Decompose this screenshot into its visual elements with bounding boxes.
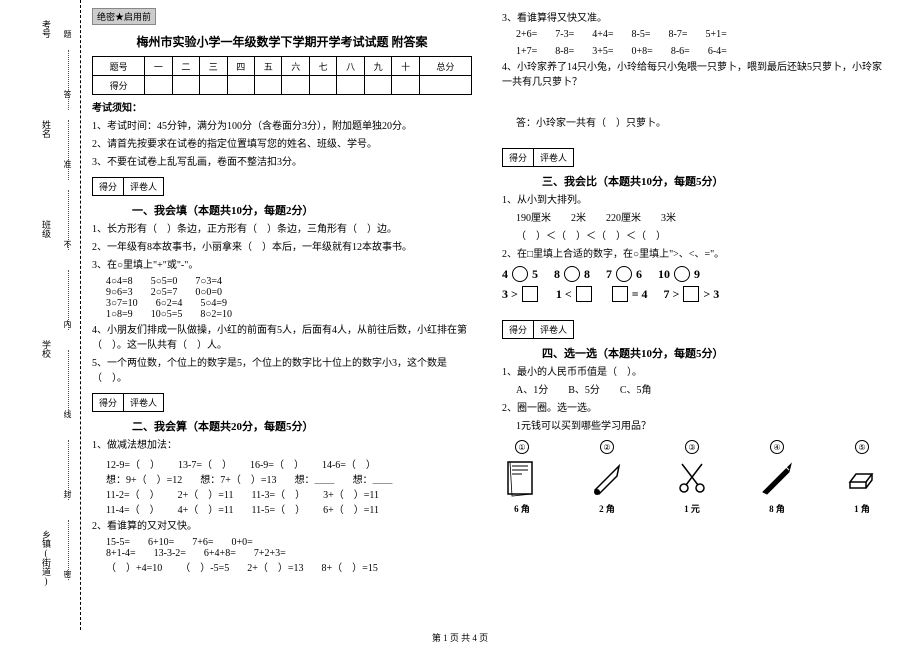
r-q4: 4、小玲家养了14只小兔，小玲给每只小兔喂一只萝卜，喂到最后还缺5只萝卜，小玲家… [502, 60, 882, 90]
supply-notebook: ① 6 角 [502, 440, 542, 515]
right-column: 3、看谁算得又快又准。 2+6=7-3=4+4=8-5=8-7=5+1= 1+7… [502, 8, 882, 574]
pen-icon [757, 458, 797, 498]
page-footer: 第 1 页 共 4 页 [0, 631, 920, 644]
s4-q1: 1、最小的人民币币值是（ ）。 [502, 365, 882, 380]
sec1-q1: 1、长方形有（ ）条边，正方形有（ ）条边，三角形有（ ）边。 [92, 222, 472, 237]
sec2-q1: 1、做减法想加法： [92, 438, 472, 453]
supply-pen: ④ 8 角 [757, 440, 797, 515]
sec4-title: 四、选一选（本题共10分，每题5分） [542, 345, 882, 361]
s3-q1: 1、从小到大排列。 [502, 193, 882, 208]
side-exam-no: 考号 [40, 20, 53, 38]
supply-eraser: ⑤ 1 角 [842, 440, 882, 515]
sec1-q2: 2、一年级有8本故事书，小丽拿来（ ）本后，一年级就有12本故事书。 [92, 240, 472, 255]
exam-title: 梅州市实验小学一年级数学下学期开学考试试题 附答案 [92, 33, 472, 50]
notice-1: 1、考试时间：45分钟，满分为100分（含卷面分3分），附加题单独20分。 [92, 119, 472, 134]
left-column: 绝密★启用前 梅州市实验小学一年级数学下学期开学考试试题 附答案 题号 一 二 … [92, 8, 472, 574]
secret-label: 绝密★启用前 [92, 8, 156, 25]
supply-scissors: ③ 1 元 [672, 440, 712, 515]
s3-q2: 2、在□里填上合适的数字，在○里填上">、<、="。 [502, 247, 882, 262]
notice-heading: 考试须知： [92, 101, 472, 116]
sec2-title: 二、我会算（本题共20分，每题5分） [132, 418, 472, 434]
side-town: 乡镇(街道) [40, 530, 53, 586]
sec1-q4: 4、小朋友们排成一队做操，小红的前面有5人，后面有4人，从前往后数，小红排在第（… [92, 323, 472, 353]
side-class: 班级 [40, 220, 53, 238]
sec2-q2: 2、看谁算的又对又快。 [92, 519, 472, 534]
r-ans4: 答：小玲家一共有（ ）只萝卜。 [516, 116, 882, 131]
compare-row-2: 3 > 1 < = 4 7 > > 3 [502, 286, 882, 302]
score-header-row: 题号 一 二 三 四 五 六 七 八 九 十 总分 [93, 57, 472, 76]
supplies-row: ① 6 角 ② 2 角 ③ 1 元 ④ 8 角 ⑤ 1 [502, 440, 882, 515]
s4-q2: 2、圈一圈。选一选。 [502, 401, 882, 416]
sec1-title: 一、我会填（本题共10分，每题2分） [132, 202, 472, 218]
notebook-icon [502, 458, 542, 498]
score-table: 题号 一 二 三 四 五 六 七 八 九 十 总分 得分 [92, 56, 472, 95]
sec1-q5: 5、一个两位数，个位上的数字是5，个位上的数字比十位上的数字小3，这个数是（ ）… [92, 356, 472, 386]
score-box-3: 得分 评卷人 [502, 148, 574, 167]
side-school: 学校 [40, 340, 53, 358]
score-box-1: 得分 评卷人 [92, 177, 164, 196]
scissors-icon [672, 458, 712, 498]
sec1-q3: 3、在○里填上"+"或"-"。 [92, 258, 472, 273]
score-box-4: 得分 评卷人 [502, 320, 574, 339]
compare-row-1: 4 5 8 8 7 6 10 9 [502, 266, 882, 282]
sec3-title: 三、我会比（本题共10分，每题5分） [542, 173, 882, 189]
notice-3: 3、不要在试卷上乱写乱画，卷面不整洁扣3分。 [92, 155, 472, 170]
brush-icon [587, 458, 627, 498]
side-name: 姓名 [40, 120, 53, 138]
r-q3: 3、看谁算得又快又准。 [502, 11, 882, 26]
binding-sidebar: 考号 姓名 班级 学校 乡镇(街道) 题 答 准 不 内 线 封 密 [0, 0, 81, 630]
supply-brush: ② 2 角 [587, 440, 627, 515]
score-value-row: 得分 [93, 76, 472, 95]
eraser-icon [842, 458, 882, 498]
notice-2: 2、请首先按要求在试卷的指定位置填写您的姓名、班级、学号。 [92, 137, 472, 152]
score-box-2: 得分 评卷人 [92, 393, 164, 412]
